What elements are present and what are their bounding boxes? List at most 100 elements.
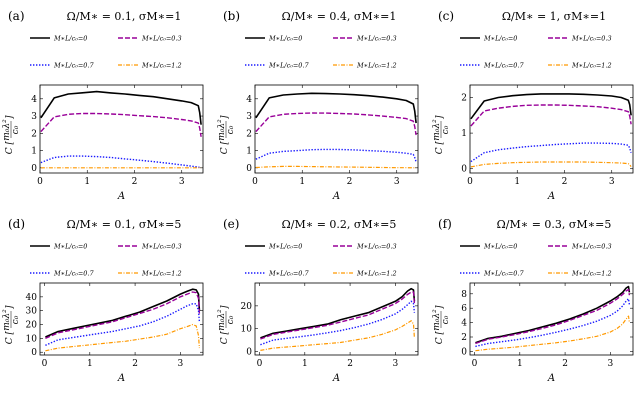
series-line-0 [470, 93, 632, 120]
y-axis-label-num: m₀λ² [432, 309, 442, 331]
plot-frame [469, 282, 634, 356]
panel-title: Ω/M∗ = 0.4, σM∗=1 [282, 10, 397, 23]
y-axis-label-prefix: C [ [220, 331, 230, 345]
x-axis-label: A [332, 191, 340, 202]
legend-label-2: M∗L/c₀=0.7 [53, 270, 94, 278]
x-tick-label: 0 [467, 177, 473, 187]
x-tick-label: 2 [347, 177, 353, 187]
x-axis-label: A [117, 373, 125, 384]
panel-label: (d) [8, 217, 25, 231]
x-tick-label: 1 [514, 177, 520, 187]
series-line-2 [40, 155, 202, 169]
x-tick-label: 0 [252, 177, 258, 187]
y-tick-label: 20 [26, 321, 38, 331]
legend-label-1: M∗L/c₀=0.3 [141, 35, 182, 43]
y-axis-label: C [m₀λ² c₀] [217, 305, 236, 344]
y-tick-label: 4 [31, 95, 37, 105]
y-axis-label: C [m₀λ² c₀] [432, 115, 451, 154]
y-axis-label-close: ] [5, 305, 15, 310]
series-line-1 [470, 104, 632, 127]
x-tick-label: 2 [132, 177, 138, 187]
series-line-0 [40, 90, 202, 125]
panel-label: (c) [438, 9, 454, 23]
y-axis-label-num: m₀λ² [2, 119, 12, 141]
x-tick-label: 0 [472, 359, 478, 369]
legend-label-1: M∗L/c₀=0.3 [571, 243, 612, 251]
x-tick-label: 0 [42, 359, 48, 369]
panel-title: Ω/M∗ = 0.3, σM∗=5 [497, 218, 612, 231]
y-tick-label: 3 [246, 112, 252, 122]
legend-label-2: M∗L/c₀=0.7 [53, 62, 94, 70]
x-tick-label: 3 [177, 359, 183, 369]
y-axis-label-den: c₀ [11, 315, 21, 324]
y-tick-label: 2 [461, 333, 467, 343]
plot-frame [254, 282, 419, 356]
y-tick-label: 2 [31, 129, 37, 139]
legend-label-3: M∗L/c₀=1.2 [141, 62, 182, 70]
y-axis-label-den: c₀ [226, 125, 236, 134]
panel-label: (a) [8, 9, 25, 23]
y-axis-label: C [m₀λ² c₀] [217, 115, 236, 154]
series-line-2 [45, 303, 201, 346]
legend-label-3: M∗L/c₀=1.2 [356, 62, 397, 70]
legend-label-3: M∗L/c₀=1.2 [141, 270, 182, 278]
plot-frame [39, 282, 204, 356]
y-tick-label: 4 [246, 95, 252, 105]
y-tick-label: 0 [31, 164, 37, 174]
y-tick-label: 20 [241, 302, 253, 312]
y-tick-label: 2 [461, 93, 467, 103]
y-tick-label: 3 [31, 112, 37, 122]
legend-label-1: M∗L/c₀=0.3 [356, 243, 397, 251]
series-line-1 [45, 291, 201, 340]
panel-title: Ω/M∗ = 0.1, σM∗=5 [67, 218, 182, 231]
x-tick-label: 2 [132, 359, 138, 369]
x-tick-label: 0 [257, 359, 263, 369]
panel-title: Ω/M∗ = 1, σM∗=1 [502, 10, 606, 23]
panel-e: (e) Ω/M∗ = 0.2, σM∗=5 M∗L/c₀=0 M∗L/c₀=0.3 M∗… [217, 217, 419, 384]
x-tick-label: 0 [37, 177, 43, 187]
y-axis-label: C [m₀λ² c₀] [2, 305, 21, 344]
panel-label: (e) [223, 217, 239, 231]
series-line-1 [40, 112, 202, 137]
x-tick-label: 3 [607, 359, 613, 369]
legend-label-1: M∗L/c₀=0.3 [571, 35, 612, 43]
y-tick-label: 1 [461, 129, 467, 139]
legend-label-0: M∗L/c₀=0 [268, 243, 302, 251]
series-line-0 [45, 288, 201, 338]
y-axis-label-den: c₀ [226, 315, 236, 324]
panel-b: (b) Ω/M∗ = 0.4, σM∗=1 M∗L/c₀=0 M∗L/c₀=0.3 M∗… [217, 9, 419, 202]
plot-frame [469, 84, 634, 174]
legend-label-3: M∗L/c₀=1.2 [571, 62, 612, 70]
y-axis-label-num: m₀λ² [2, 309, 12, 331]
legend-label-2: M∗L/c₀=0.7 [268, 270, 309, 278]
panel-a: (a) Ω/M∗ = 0.1, σM∗=1 M∗L/c₀=0 M∗L/c₀=0.3 M∗… [2, 9, 204, 202]
x-tick-label: 3 [392, 359, 398, 369]
x-tick-label: 2 [562, 177, 568, 187]
panel-title: Ω/M∗ = 0.1, σM∗=1 [67, 10, 182, 23]
y-axis-label-prefix: C [ [5, 331, 15, 345]
series-line-3 [470, 161, 632, 168]
series-line-2 [475, 298, 631, 348]
legend-label-1: M∗L/c₀=0.3 [141, 243, 182, 251]
y-axis-label-prefix: C [ [435, 331, 445, 345]
y-tick-label: 10 [241, 325, 253, 335]
y-tick-label: 0 [461, 165, 467, 175]
plot-frame [254, 84, 419, 174]
y-tick-label: 30 [26, 307, 38, 317]
series-line-0 [475, 285, 631, 344]
legend-label-3: M∗L/c₀=1.2 [356, 270, 397, 278]
legend-label-2: M∗L/c₀=0.7 [268, 62, 309, 70]
y-tick-label: 6 [461, 304, 467, 314]
y-axis-label-den: c₀ [11, 125, 21, 134]
y-tick-label: 4 [461, 319, 467, 329]
x-axis-label: A [117, 191, 125, 202]
y-axis-label-close: ] [435, 115, 445, 120]
y-axis-label-num: m₀λ² [217, 309, 227, 331]
panel-title: Ω/M∗ = 0.2, σM∗=5 [282, 218, 397, 231]
legend-label-1: M∗L/c₀=0.3 [356, 35, 397, 43]
y-axis-label: C [m₀λ² c₀] [432, 305, 451, 344]
x-axis-label: A [547, 373, 555, 384]
series-line-1 [475, 288, 631, 345]
legend-label-0: M∗L/c₀=0 [53, 243, 87, 251]
y-axis-label-close: ] [220, 305, 230, 310]
